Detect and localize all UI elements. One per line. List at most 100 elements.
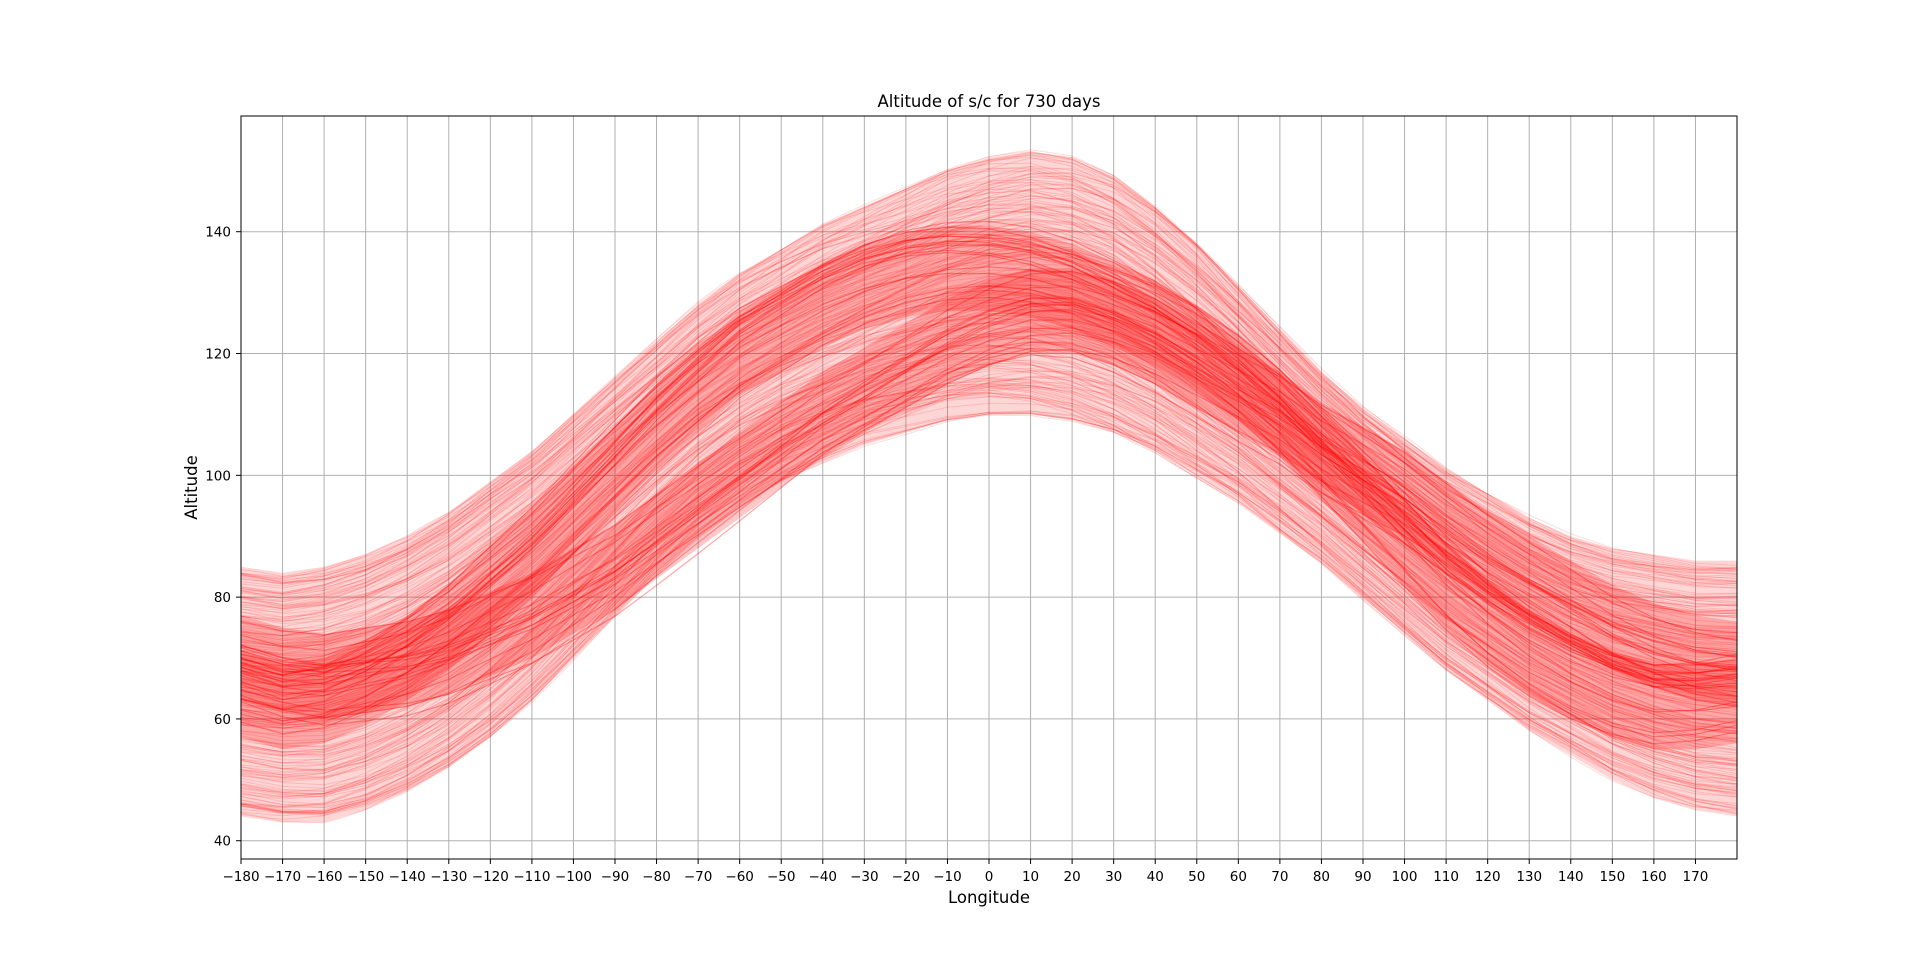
x-axis-label: Longitude: [948, 888, 1030, 907]
trajectory-curve: [241, 327, 1737, 756]
trajectory-curve: [241, 284, 1737, 689]
trajectory-curve: [241, 312, 1737, 748]
trajectory-curve: [241, 218, 1737, 648]
dense-trajectory-curve: [241, 244, 1737, 688]
trajectory-curve: [241, 175, 1737, 589]
x-tick-label: −180: [222, 869, 259, 885]
trajectory-curve: [241, 192, 1737, 595]
x-tick-label: 130: [1516, 869, 1542, 885]
trajectory-curve: [241, 211, 1737, 611]
trajectory-curve: [241, 358, 1737, 778]
trajectory-curve: [241, 378, 1737, 776]
trajectory-curve: [241, 149, 1737, 581]
trajectory-curve: [241, 187, 1737, 600]
trajectory-curve: [241, 156, 1737, 584]
dense-trajectory-curve: [241, 347, 1737, 719]
trajectory-curve: [241, 208, 1737, 645]
x-tick-label: −20: [892, 869, 921, 885]
trajectory-curve: [241, 301, 1737, 713]
x-tick-label: −30: [850, 869, 879, 885]
trajectory-curve: [241, 356, 1737, 767]
trajectory-curve: [241, 152, 1737, 580]
trajectory-curve: [241, 359, 1737, 789]
trajectory-curve: [241, 335, 1737, 764]
trajectory-curve: [241, 283, 1737, 719]
trajectory-curve: [241, 236, 1737, 656]
trajectory-curve: [241, 413, 1737, 817]
trajectory-curve: [241, 207, 1737, 615]
trajectory-curve: [241, 280, 1737, 709]
trajectory-curve: [241, 223, 1737, 644]
dense-trajectory-curve: [241, 319, 1737, 685]
trajectory-curve: [241, 249, 1737, 680]
trajectory-curve: [241, 168, 1737, 596]
trajectory-curve: [241, 204, 1737, 619]
trajectory-curve: [241, 195, 1737, 599]
trajectory-curve: [241, 176, 1737, 585]
trajectory-curve: [241, 303, 1737, 733]
dense-trajectory-curve: [241, 297, 1737, 667]
trajectory-curve: [241, 311, 1737, 724]
trajectory-curve: [241, 331, 1737, 760]
trajectory-curve: [241, 217, 1737, 623]
trajectory-curve: [241, 299, 1737, 720]
dense-trajectory-curve: [241, 285, 1737, 652]
dense-trajectory-curve: [241, 251, 1737, 700]
trajectory-curve: [241, 410, 1737, 814]
dense-trajectory-curve: [241, 235, 1737, 676]
trajectory-curve: [241, 322, 1737, 742]
trajectory-curve: [241, 200, 1737, 607]
trajectory-curve: [241, 384, 1737, 796]
trajectory-curve: [241, 231, 1737, 667]
trajectory-curve: [241, 294, 1737, 723]
trajectory-curve: [241, 396, 1737, 793]
x-tick-label: 0: [985, 869, 994, 885]
trajectory-curve: [241, 184, 1737, 622]
trajectory-curve: [241, 236, 1737, 667]
trajectory-curve: [241, 172, 1737, 598]
dense-band: [241, 225, 1737, 750]
x-tick-label: −130: [430, 869, 467, 885]
x-tick-label: 40: [1147, 869, 1164, 885]
trajectory-curve: [241, 329, 1737, 758]
trajectory-curve: [241, 205, 1737, 644]
trajectory-curve: [241, 284, 1737, 687]
trajectory-curve: [241, 269, 1737, 674]
trajectory-curve: [241, 317, 1737, 725]
dense-trajectory-curve: [241, 341, 1737, 711]
trajectory-curve: [241, 254, 1737, 685]
trajectory-curve: [241, 195, 1737, 629]
trajectory-curve: [241, 324, 1737, 742]
x-tick-label: −140: [389, 869, 426, 885]
trajectory-curve: [241, 179, 1737, 613]
trajectory-curve: [241, 370, 1737, 805]
trajectory-curve: [241, 243, 1737, 671]
trajectory-curve: [241, 248, 1737, 651]
dense-trajectory-curve: [241, 308, 1737, 673]
x-tick-label: −40: [809, 869, 838, 885]
trajectory-curve: [241, 206, 1737, 634]
trajectory-curve: [241, 150, 1737, 583]
trajectory-curve: [241, 325, 1737, 729]
trajectory-curve: [241, 182, 1737, 618]
chart-title: Altitude of s/c for 730 days: [878, 92, 1101, 111]
trajectory-curve: [241, 270, 1737, 668]
trajectory-curve: [241, 250, 1737, 649]
trajectory-curve: [241, 151, 1737, 578]
trajectory-curve: [241, 395, 1737, 797]
y-tick-label: 40: [214, 834, 231, 850]
trajectory-curve: [241, 331, 1737, 729]
trajectory-curve: [241, 197, 1737, 611]
trajectory-curve: [241, 340, 1737, 762]
trajectory-curve: [241, 336, 1737, 772]
trajectory-curve: [241, 412, 1737, 807]
trajectory-curve: [241, 369, 1737, 798]
trajectory-curve: [241, 411, 1737, 809]
dense-trajectory-curve: [241, 310, 1737, 678]
dense-trajectory-curve: [241, 297, 1737, 666]
trajectory-curve: [241, 383, 1737, 814]
trajectory-curve: [241, 382, 1737, 809]
trajectory-curve: [241, 244, 1737, 675]
trajectory-curve: [241, 261, 1737, 677]
